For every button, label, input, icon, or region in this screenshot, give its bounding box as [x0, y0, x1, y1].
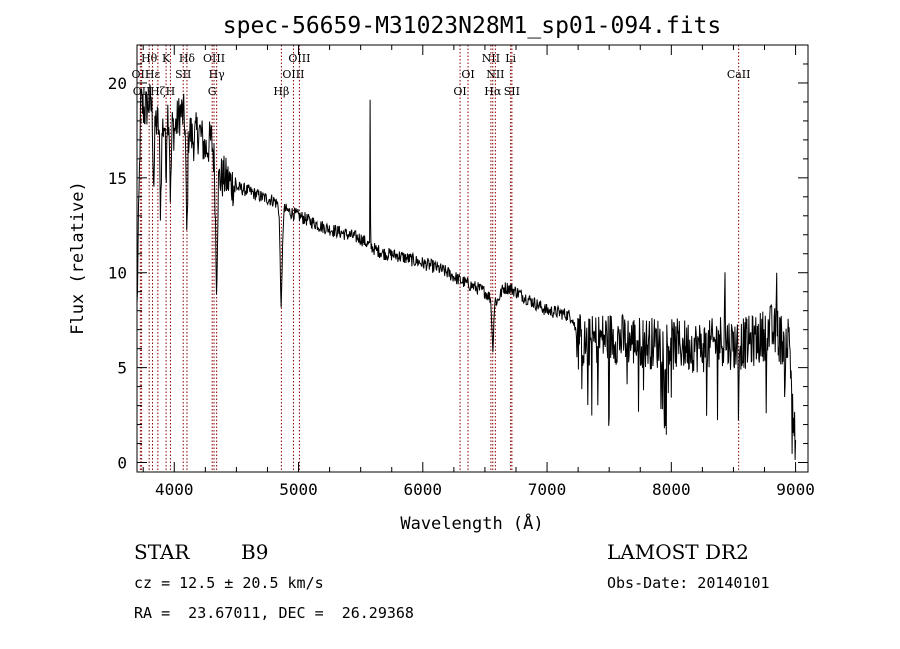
y-tick-label-2: 10	[108, 264, 127, 283]
line-label-9: OIII	[203, 52, 225, 65]
line-label-19: NII	[486, 68, 504, 81]
axes-layer: 4000 5000 6000 7000 8000 9000 0 5 10 15 20	[108, 44, 815, 499]
y-tick-label-4: 20	[108, 74, 127, 93]
x-tick-label-3: 7000	[528, 480, 567, 499]
x-tick-label-0: 4000	[155, 480, 194, 499]
line-label-22: CaII	[727, 68, 751, 81]
plot-frame	[136, 44, 809, 473]
line-label-11: G	[208, 85, 217, 98]
line-label-18: Li	[505, 52, 516, 65]
line-label-10: Hγ	[209, 68, 226, 81]
line-label-5: K	[162, 52, 171, 65]
line-label-16: OI	[453, 85, 466, 98]
line-label-2: Hε	[145, 68, 161, 81]
line-label-17: NII	[482, 52, 500, 65]
line-label-14: Hβ	[273, 85, 289, 98]
observation-date: Obs-Date: 20140101	[607, 574, 770, 592]
chart-title: spec-56659-M31023N28M1_sp01-094.fits	[223, 13, 722, 39]
line-label-15: OI	[461, 68, 474, 81]
line-label-1: OII	[131, 68, 149, 81]
x-tick-label-1: 5000	[279, 480, 318, 499]
line-label-20: Hα	[484, 85, 502, 98]
line-label-12: OIII	[288, 52, 310, 65]
x-axis-label: Wavelength (Å)	[400, 512, 543, 534]
redshift-velocity: cz = 12.5 ± 20.5 km/s	[134, 574, 324, 592]
x-tick-label-4: 8000	[652, 480, 691, 499]
y-axis-label: Flux (relative)	[68, 181, 88, 335]
survey-label: LAMOST DR2	[607, 540, 749, 564]
y-tick-label-0: 0	[117, 454, 127, 473]
line-label-21: SII	[504, 85, 520, 98]
line-label-6: Hδ	[179, 52, 196, 65]
line-label-13: OIII	[282, 68, 304, 81]
y-tick-label-1: 5	[117, 359, 127, 378]
x-tick-label-2: 6000	[404, 480, 443, 499]
object-class: STAR	[134, 540, 190, 564]
line-label-7: H	[166, 85, 176, 98]
y-tick-label-3: 15	[108, 169, 127, 188]
line-label-8: SII	[175, 68, 191, 81]
object-subclass: B9	[241, 540, 269, 564]
spectrum-layer	[136, 84, 797, 461]
coordinates: RA = 23.67011, DEC = 26.29368	[134, 604, 414, 622]
line-label-4: Hζ	[150, 85, 166, 98]
x-tick-label-5: 9000	[776, 480, 815, 499]
spectrum-line	[136, 84, 797, 461]
line-label-0: Hθ	[141, 52, 158, 65]
